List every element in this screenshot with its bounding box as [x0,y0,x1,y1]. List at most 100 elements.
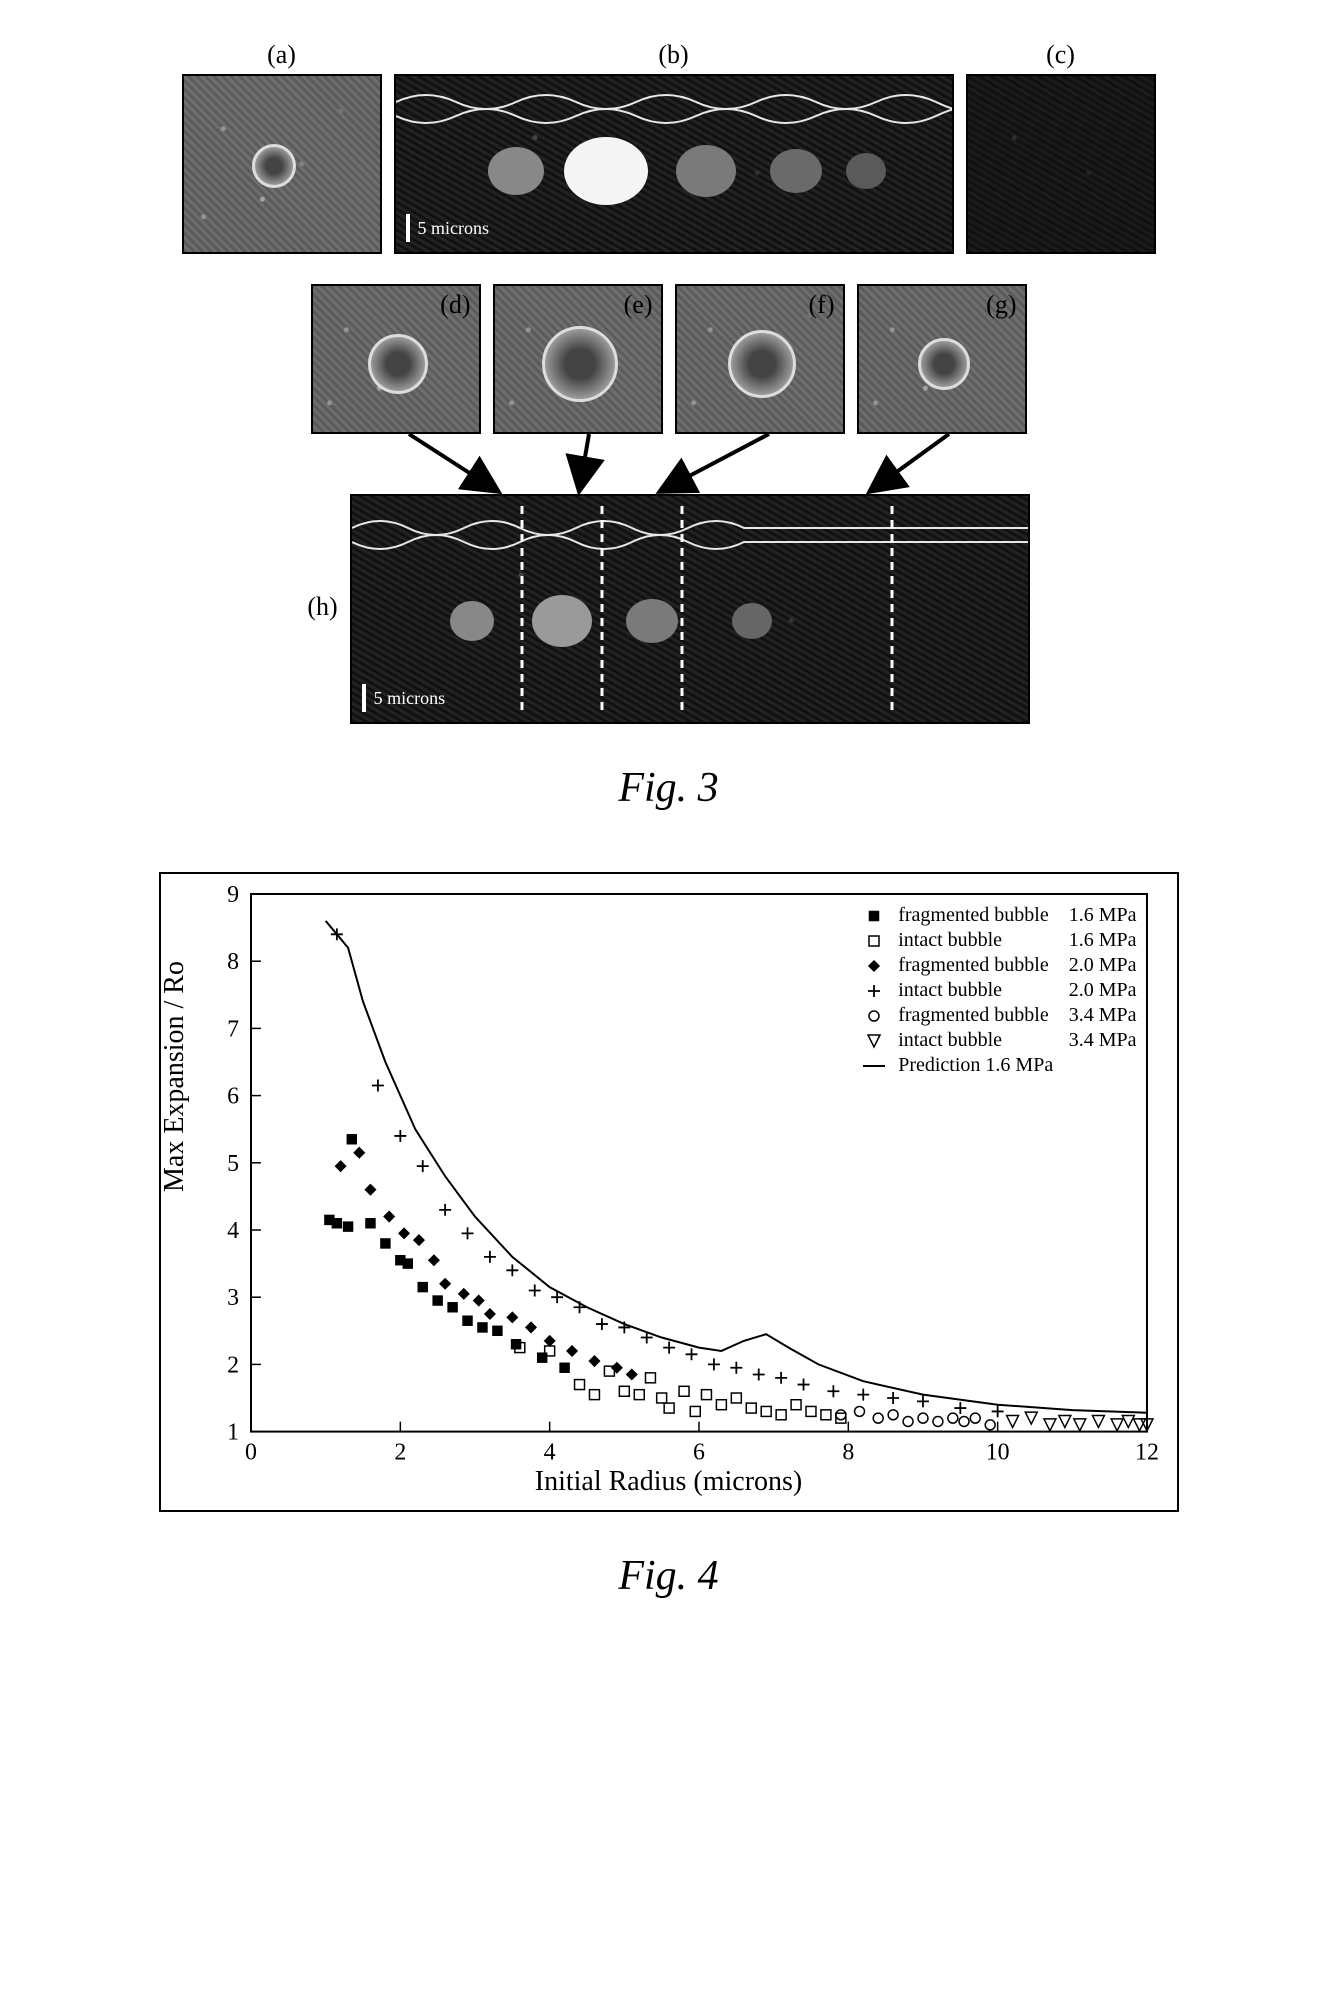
panel-a-label: (a) [267,40,296,70]
marker [394,1130,406,1142]
marker [918,1413,928,1423]
marker [761,1406,771,1416]
ytick-label: 7 [227,1016,239,1042]
panel-c-wrap: (c) [966,40,1156,254]
marker [663,1342,675,1354]
marker [797,1379,809,1391]
marker [507,1312,517,1322]
marker [335,1161,345,1171]
marker [991,1405,1003,1417]
panel-e-wrap: (e) [493,284,663,434]
panel-b-wrap: (b) 5 microns [394,40,954,254]
marker [932,1417,942,1427]
marker [970,1413,980,1423]
panel-e: (e) [493,284,663,434]
marker [1006,1416,1018,1428]
legend-symbol [860,1007,888,1025]
legend-row: Prediction 1.6 MPa [860,1054,1136,1077]
panel-g: (g) [857,284,1027,434]
marker [365,1185,375,1195]
marker [791,1400,801,1410]
legend-symbol [860,907,888,925]
marker [634,1390,644,1400]
marker [730,1362,742,1374]
panel-c-label: (c) [1046,40,1075,70]
marker [854,1406,864,1416]
marker [1111,1419,1123,1431]
marker [806,1406,816,1416]
xtick-label: 12 [1135,1439,1159,1465]
legend-row: intact bubble3.4 MPa [860,1029,1136,1052]
legend-value: 3.4 MPa [1049,1029,1137,1052]
marker [440,1279,450,1289]
figure-3: (a) (b) [60,40,1277,812]
legend-label: fragmented bubble [898,1004,1049,1027]
legend-symbol [860,1057,888,1075]
legend-row: intact bubble1.6 MPa [860,929,1136,952]
marker [528,1285,540,1297]
marker [1043,1419,1055,1431]
marker [775,1372,787,1384]
legend-symbol [860,957,888,975]
marker [959,1417,969,1427]
marker [484,1309,494,1319]
marker [458,1289,468,1299]
xtick-label: 10 [985,1439,1009,1465]
arrows-svg [289,434,1049,494]
marker [573,1301,585,1313]
bubble-f [728,330,796,398]
legend-label: fragmented bubble [898,904,1049,927]
marker [776,1410,786,1420]
panel-h-wrap: (h) [307,494,1029,724]
xtick-label: 4 [543,1439,555,1465]
marker [414,1235,424,1245]
marker [526,1322,536,1332]
panel-g-wrap: (g) [857,284,1027,434]
marker [433,1296,442,1305]
fig3-caption: Fig. 3 [60,764,1277,812]
marker [560,1363,569,1372]
marker [985,1420,995,1430]
panel-a [182,74,382,254]
scale-bar-b-tick [406,214,410,242]
marker [439,1204,451,1216]
marker [619,1386,629,1396]
legend-symbol [860,982,888,1000]
wave-b-top [396,95,954,109]
marker [589,1356,599,1366]
marker [947,1413,957,1423]
marker [463,1316,472,1325]
marker [707,1358,719,1370]
marker [461,1227,473,1239]
panel-c [966,74,1156,254]
blob-h2 [532,595,592,647]
xtick-label: 0 [245,1439,257,1465]
fig3-panels: (a) (b) [119,40,1219,724]
arrow-zone [289,434,1049,494]
marker [416,1160,428,1172]
fig3-row1: (a) (b) [119,40,1219,254]
xtick-label: 6 [693,1439,705,1465]
marker [1122,1416,1134,1428]
marker [332,1219,341,1228]
ytick-label: 4 [227,1218,239,1244]
ytick-label: 3 [227,1285,239,1311]
marker [595,1318,607,1330]
scale-bar-h: 5 microns [362,684,446,712]
arrow-f [659,434,769,492]
arrow-d [409,434,499,492]
legend-symbol [860,932,888,950]
fig4-legend: fragmented bubble1.6 MPaintact bubble1.6… [860,904,1136,1079]
xtick-label: 2 [394,1439,406,1465]
ytick-label: 6 [227,1084,239,1110]
wave-b-bot [396,109,954,123]
marker [399,1228,409,1238]
marker [752,1369,764,1381]
marker [1025,1412,1037,1424]
legend-row: fragmented bubble3.4 MPa [860,1004,1136,1027]
panel-h: 5 microns [350,494,1030,724]
fig3-row2: (d) (e) (f) [119,284,1219,434]
marker [403,1259,412,1268]
marker [574,1380,584,1390]
marker [483,1251,495,1263]
